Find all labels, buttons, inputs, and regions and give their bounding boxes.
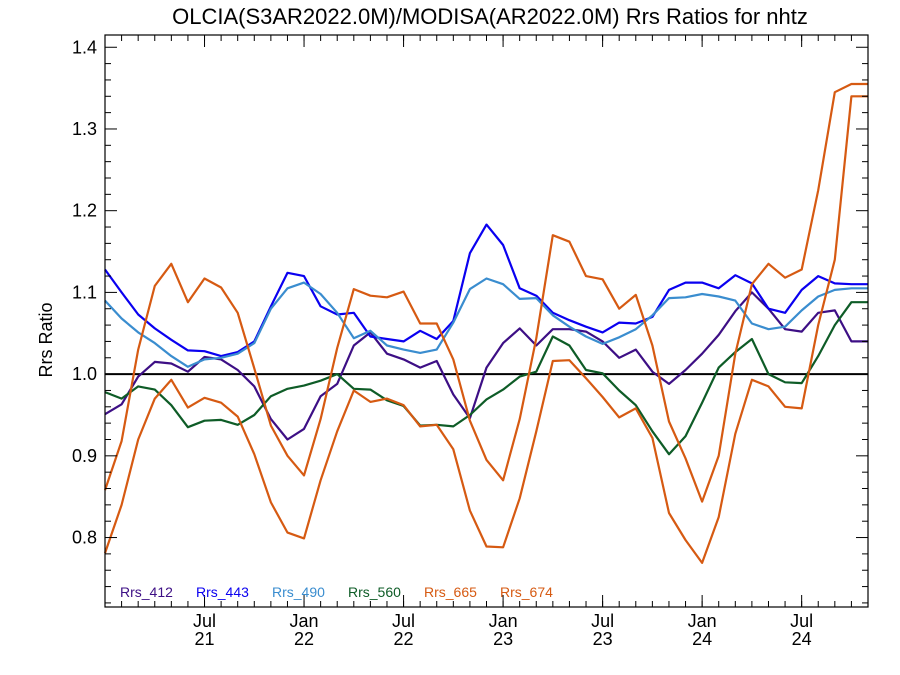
series-line-rrs-443 xyxy=(104,223,868,358)
x-tick-label-year: 23 xyxy=(493,629,513,649)
series-line-rrs-665 xyxy=(103,95,868,565)
y-tick-label: 0.8 xyxy=(72,528,97,548)
legend-entry-rrs-665: Rrs_665 xyxy=(424,584,477,600)
x-tick-label-month: Jan xyxy=(489,611,518,631)
series-line-rrs-412 xyxy=(104,291,868,441)
series-line-rrs-490 xyxy=(104,277,868,368)
y-tick-label: 1.3 xyxy=(72,119,97,139)
y-tick-label: 1.4 xyxy=(72,37,97,57)
y-tick-label: 1.0 xyxy=(72,364,97,384)
series-line-rrs-674 xyxy=(103,82,868,503)
x-tick-label-year: 24 xyxy=(692,629,712,649)
chart-title: OLCIA(S3AR2022.0M)/MODISA(AR2022.0M) Rrs… xyxy=(172,4,808,29)
y-tick-label: 1.1 xyxy=(72,282,97,302)
x-tick-label-month: Jul xyxy=(790,611,813,631)
x-tick-label-year: 23 xyxy=(593,629,613,649)
x-tick-label-year: 22 xyxy=(294,629,314,649)
x-tick-label-month: Jan xyxy=(688,611,717,631)
y-tick-label: 0.9 xyxy=(72,446,97,466)
y-axis-label: Rrs Ratio xyxy=(36,302,56,377)
x-tick-label-year: 22 xyxy=(394,629,414,649)
legend-entry-rrs-490: Rrs_490 xyxy=(272,584,325,600)
legend-entry-rrs-560: Rrs_560 xyxy=(348,584,401,600)
x-tick-label-month: Jul xyxy=(392,611,415,631)
x-tick-label-year: 24 xyxy=(792,629,812,649)
y-axis: 0.8 0.9 1.0 1.1 1.2 1.3 1.4 xyxy=(72,37,868,604)
legend: Rrs_412 Rrs_443 Rrs_490 Rrs_560 Rrs_665 Rrs_6… xyxy=(120,584,553,600)
plot-frame xyxy=(104,34,869,608)
legend-entry-rrs-674: Rrs_674 xyxy=(500,584,553,600)
x-tick-label-month: Jul xyxy=(591,611,614,631)
y-tick-label: 1.2 xyxy=(72,201,97,221)
series-line-rrs-560 xyxy=(104,301,868,456)
x-tick-label-month: Jan xyxy=(290,611,319,631)
legend-entry-rrs-412: Rrs_412 xyxy=(120,584,173,600)
x-tick-label-year: 21 xyxy=(195,629,215,649)
legend-entry-rrs-443: Rrs_443 xyxy=(196,584,249,600)
x-tick-label-month: Jul xyxy=(193,611,216,631)
